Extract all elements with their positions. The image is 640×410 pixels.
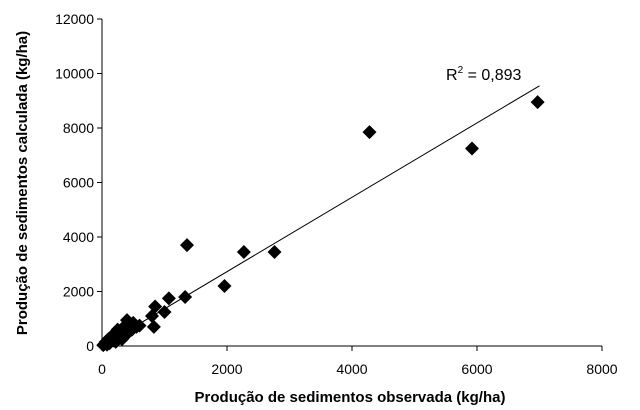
r-squared-superscript: 2 xyxy=(458,65,464,76)
y-tick-label: 6000 xyxy=(63,175,94,191)
x-tick-label: 4000 xyxy=(336,361,367,377)
data-points xyxy=(96,95,545,353)
y-axis-ticks: 0 2000 4000 6000 8000 10000 12000 xyxy=(55,11,102,354)
y-tick-label: 8000 xyxy=(63,120,94,136)
trendline xyxy=(101,85,540,347)
y-tick-label: 10000 xyxy=(55,66,94,82)
x-axis-ticks: 0 2000 4000 6000 8000 xyxy=(98,346,618,377)
r-squared-annotation: R2 = 0,893 xyxy=(446,65,522,84)
x-tick-label: 2000 xyxy=(211,361,242,377)
data-point-diamond xyxy=(132,318,147,333)
r-squared-base: R xyxy=(446,67,458,84)
data-point-diamond xyxy=(180,238,194,253)
data-point-diamond xyxy=(267,244,282,259)
x-axis-title: Produção de sedimentos observada (kg/ha) xyxy=(195,389,506,406)
data-point-diamond xyxy=(217,279,232,294)
y-tick-label: 12000 xyxy=(55,11,94,27)
y-tick-label: 0 xyxy=(86,338,94,354)
data-point-diamond xyxy=(178,289,193,304)
data-point-diamond xyxy=(530,95,545,110)
data-point-diamond xyxy=(148,299,163,314)
x-tick-label: 6000 xyxy=(461,361,492,377)
data-point-diamond xyxy=(146,319,161,334)
data-point-diamond xyxy=(161,291,176,306)
data-point-diamond xyxy=(157,304,172,319)
y-tick-label: 2000 xyxy=(63,284,94,300)
x-tick-label: 8000 xyxy=(586,361,617,377)
data-point-diamond xyxy=(362,125,377,140)
y-tick-label: 4000 xyxy=(63,229,94,245)
data-point-diamond xyxy=(465,141,479,156)
x-tick-label: 0 xyxy=(98,361,106,377)
data-point-diamond xyxy=(236,244,251,259)
r-squared-value: = 0,893 xyxy=(463,67,521,84)
y-axis-title: Produção de sedimentos calculada (kg/ha) xyxy=(14,31,31,335)
